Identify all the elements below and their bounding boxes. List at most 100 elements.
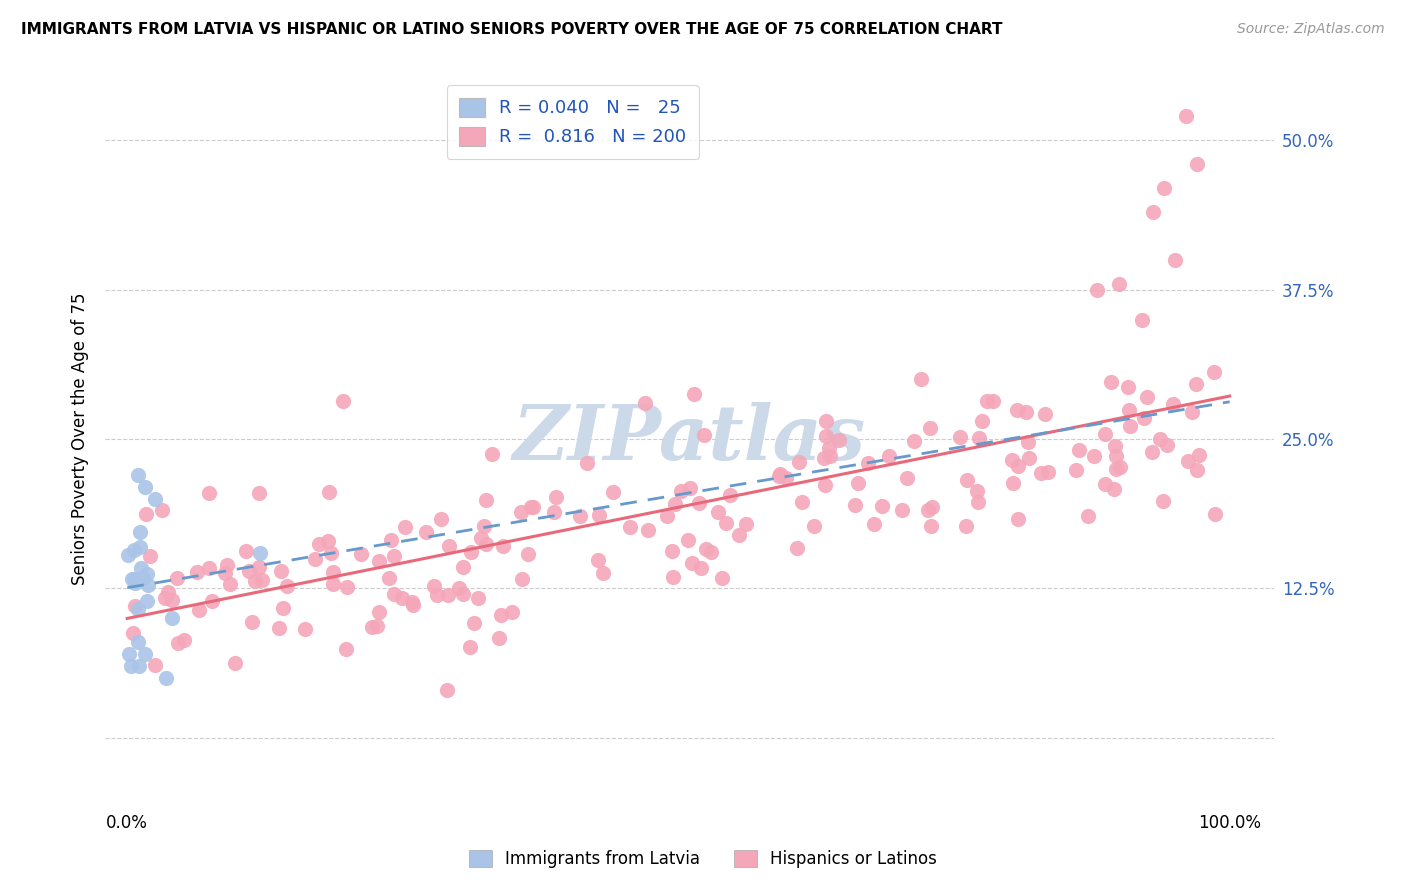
Point	[156, 584, 179, 599]
Point	[139, 549, 162, 563]
Point	[132, 571, 155, 585]
Point	[1163, 252, 1185, 267]
Point	[136, 577, 159, 591]
Point	[118, 647, 141, 661]
Text: ZIPatlas: ZIPatlas	[513, 402, 866, 476]
Point	[1132, 411, 1154, 425]
Point	[368, 605, 391, 619]
Point	[378, 571, 401, 585]
Point	[568, 509, 591, 524]
Point	[1204, 508, 1226, 522]
Point	[858, 456, 880, 470]
Point	[401, 595, 423, 609]
Point	[198, 486, 221, 500]
Point	[127, 602, 149, 616]
Point	[637, 523, 659, 537]
Point	[1029, 466, 1052, 480]
Point	[917, 503, 939, 517]
Point	[436, 683, 458, 698]
Point	[489, 608, 512, 623]
Point	[662, 570, 685, 584]
Point	[970, 414, 993, 428]
Point	[586, 553, 609, 567]
Point	[153, 591, 176, 606]
Point	[692, 428, 714, 442]
Point	[1130, 312, 1153, 326]
Point	[1087, 283, 1109, 297]
Point	[981, 393, 1004, 408]
Point	[501, 605, 523, 619]
Point	[474, 536, 496, 550]
Point	[470, 531, 492, 545]
Point	[143, 657, 166, 672]
Point	[1181, 405, 1204, 419]
Point	[846, 475, 869, 490]
Point	[1108, 277, 1130, 291]
Point	[1036, 465, 1059, 479]
Point	[1109, 459, 1132, 474]
Point	[122, 542, 145, 557]
Point	[1185, 376, 1208, 391]
Point	[683, 386, 706, 401]
Point	[201, 594, 224, 608]
Point	[509, 505, 531, 519]
Point	[1104, 439, 1126, 453]
Point	[135, 507, 157, 521]
Point	[160, 593, 183, 607]
Point	[316, 534, 339, 549]
Point	[1185, 157, 1208, 171]
Point	[1064, 463, 1087, 477]
Point	[956, 474, 979, 488]
Point	[1002, 476, 1025, 491]
Point	[634, 396, 657, 410]
Legend: Immigrants from Latvia, Hispanics or Latinos: Immigrants from Latvia, Hispanics or Lat…	[463, 843, 943, 875]
Point	[619, 520, 641, 534]
Point	[1007, 458, 1029, 473]
Point	[117, 549, 139, 563]
Point	[186, 565, 208, 579]
Point	[517, 548, 540, 562]
Point	[1177, 454, 1199, 468]
Point	[714, 516, 737, 530]
Point	[955, 519, 977, 533]
Point	[219, 577, 242, 591]
Point	[1174, 109, 1197, 123]
Point	[361, 620, 384, 634]
Point	[439, 539, 461, 553]
Text: Source: ZipAtlas.com: Source: ZipAtlas.com	[1237, 22, 1385, 37]
Point	[1001, 453, 1024, 467]
Point	[267, 621, 290, 635]
Point	[458, 640, 481, 654]
Point	[688, 496, 710, 510]
Point	[710, 571, 733, 585]
Point	[681, 556, 703, 570]
Point	[247, 486, 270, 500]
Point	[136, 594, 159, 608]
Point	[127, 467, 149, 482]
Point	[167, 635, 190, 649]
Point	[1187, 448, 1209, 462]
Point	[588, 508, 610, 522]
Point	[488, 632, 510, 646]
Point	[786, 541, 808, 556]
Point	[520, 500, 543, 514]
Point	[243, 574, 266, 588]
Point	[250, 573, 273, 587]
Point	[150, 503, 173, 517]
Point	[430, 512, 453, 526]
Point	[350, 547, 373, 561]
Point	[1094, 477, 1116, 491]
Point	[1149, 433, 1171, 447]
Point	[1202, 365, 1225, 379]
Point	[1099, 375, 1122, 389]
Point	[818, 449, 841, 463]
Point	[492, 539, 515, 553]
Point	[155, 671, 177, 685]
Point	[592, 566, 614, 580]
Point	[1185, 463, 1208, 477]
Point	[463, 616, 485, 631]
Point	[188, 603, 211, 617]
Point	[891, 503, 914, 517]
Point	[966, 484, 988, 499]
Point	[460, 545, 482, 559]
